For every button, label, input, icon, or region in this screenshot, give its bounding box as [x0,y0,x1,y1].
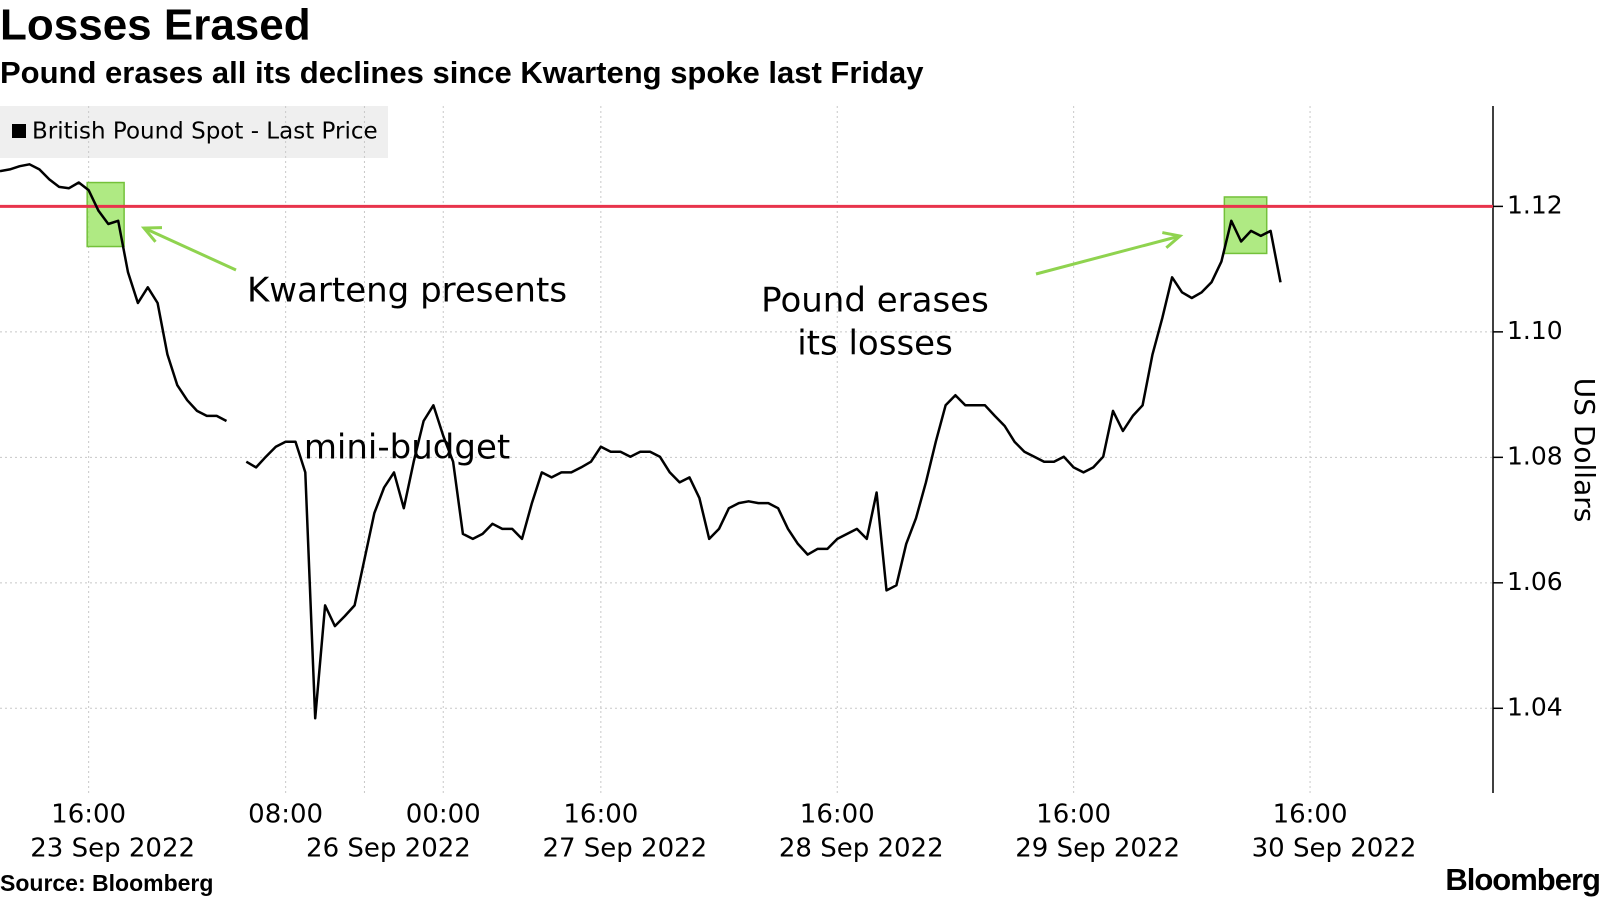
chart-subtitle: Pound erases all its declines since Kwar… [0,55,924,90]
x-tick-label: 29 Sep 2022 [1015,834,1180,864]
x-tick-label: 16:00 [1036,800,1111,830]
annotation: mini-budget [304,428,510,468]
chart-title: Losses Erased [0,1,311,50]
y-tick-label: 1.08 [1507,441,1563,470]
arrow [1035,234,1181,276]
arrow-head [1162,231,1184,249]
x-tick-label: 16:00 [51,800,126,830]
x-tick-label: 27 Sep 2022 [542,834,707,864]
y-tick-label: 1.04 [1507,692,1563,721]
x-tick-label: 30 Sep 2022 [1252,834,1417,864]
annotation: Kwarteng presents [247,271,567,311]
arrow [143,226,237,272]
annotation: Pound erases [761,281,989,321]
y-tick-label: 1.10 [1507,316,1563,345]
x-tick-label: 16:00 [563,800,638,830]
arrow-head [140,226,163,243]
x-tick-label: 28 Sep 2022 [779,834,944,864]
highlight-box [86,181,125,248]
x-tick-label: 16:00 [800,800,875,830]
legend-box [0,106,388,158]
source: Source: Bloomberg [0,870,213,896]
price-line [0,163,1282,720]
annotation: its losses [797,324,953,364]
x-tick-label: 23 Sep 2022 [30,834,195,864]
y-tick-label: 1.06 [1507,567,1563,596]
y-tick-label: 1.12 [1507,190,1563,219]
brand: Bloomberg [1445,862,1600,897]
y-axis-label: US Dollars [1568,378,1601,523]
legend-label: British Pound Spot - Last Price [32,119,378,145]
x-tick-label: 08:00 [248,800,323,830]
x-tick-label: 16:00 [1273,800,1348,830]
x-tick-label: 00:00 [406,800,481,830]
x-tick-label: 26 Sep 2022 [306,834,471,864]
legend-swatch [12,124,26,138]
